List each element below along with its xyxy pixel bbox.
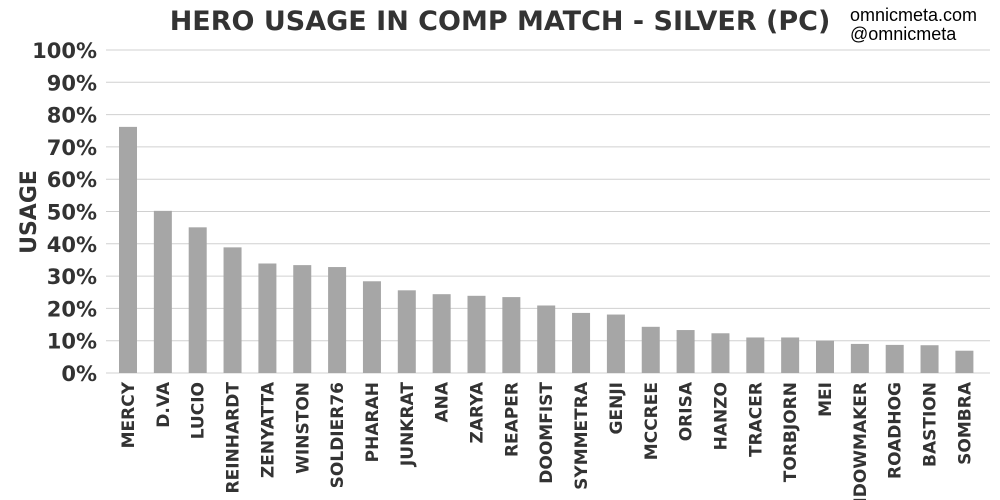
x-category-label: MCCREE [642, 382, 662, 460]
x-category-label: REINHARDT [224, 382, 244, 494]
x-category-label: MEI [816, 382, 836, 417]
x-category-label: ROADHOG [886, 382, 906, 479]
chart-title: HERO USAGE IN COMP MATCH - SILVER (PC) [170, 6, 831, 37]
x-category-label: TRACER [746, 382, 766, 457]
x-category-label: PHARAH [363, 382, 383, 462]
x-category-label: ANA [433, 381, 453, 422]
x-category-label: ZARYA [468, 381, 488, 443]
y-tick-label: 50% [47, 201, 97, 225]
x-category-label: BASTION [921, 382, 941, 467]
x-category-label: WIDOWMAKER [851, 382, 871, 500]
credit-site: omnicmeta.com [850, 5, 978, 25]
bar-tracer [746, 337, 765, 373]
x-category-label: ORISA [677, 381, 697, 441]
y-tick-label: 80% [47, 104, 97, 128]
y-tick-label: 90% [47, 71, 97, 95]
bar-pharah [362, 281, 381, 373]
bar-sombra [955, 350, 974, 373]
y-tick-label: 60% [47, 168, 97, 192]
credit-handle: @omnicmeta [850, 24, 957, 44]
x-category-label: GENJI [607, 382, 627, 434]
y-tick-label: 20% [47, 297, 97, 321]
y-tick-label: 100% [32, 39, 97, 63]
bar-lucio [188, 227, 207, 373]
x-category-label: SOMBRA [955, 381, 975, 465]
x-category-label: ZENYATTA [258, 381, 278, 478]
x-category-label: HANZO [711, 382, 731, 450]
bar-reinhardt [223, 247, 242, 373]
x-category-label: SOLDIER76 [328, 382, 348, 488]
y-axis-ticks: 0% 10% 20% 30% 40% 50% 60% 70% 80% 90% 100% [32, 39, 97, 386]
bar-doomfist [537, 305, 556, 373]
x-category-label: D.VA [154, 381, 174, 428]
bar-mercy [119, 126, 137, 374]
bar-genji [606, 314, 625, 373]
x-category-label: REAPER [502, 382, 522, 457]
bar-torbjorn [781, 337, 800, 373]
bar-widowmaker [850, 343, 869, 373]
bar-mei [816, 340, 834, 373]
y-tick-label: 0% [61, 362, 97, 386]
grid-lines [106, 49, 990, 374]
bar-zarya [467, 295, 486, 373]
bar-bastion [920, 345, 939, 373]
y-axis-label: USAGE [17, 170, 42, 254]
x-category-label: DOOMFIST [537, 382, 557, 484]
y-tick-label: 40% [47, 233, 97, 257]
x-category-label: JUNKRAT [398, 382, 418, 467]
bar-reaper [502, 297, 521, 373]
x-axis-categories: MERCY D.VA LUCIO REINHARDT ZENYATTA WINSTON SO… [119, 381, 975, 500]
bar-soldier76 [328, 267, 347, 373]
bar-hanzo [711, 333, 730, 373]
bar-orisa [676, 330, 695, 373]
x-category-label: TORBJORN [781, 382, 801, 482]
bars [119, 126, 974, 374]
bar-zenyatta [258, 263, 277, 373]
x-category-label: SYMMETRA [572, 381, 592, 490]
x-category-label: WINSTON [293, 382, 313, 474]
bar-junkrat [397, 290, 416, 373]
bar-ana [432, 294, 451, 373]
x-category-label: LUCIO [189, 382, 209, 439]
bar-d-va [153, 210, 172, 373]
bar-winston [293, 265, 312, 373]
y-tick-label: 10% [47, 330, 97, 354]
bar-roadhog [885, 344, 904, 373]
bar-symmetra [572, 312, 591, 373]
bar-mccree [641, 326, 660, 373]
y-tick-label: 30% [47, 265, 97, 289]
y-tick-label: 70% [47, 136, 97, 160]
x-category-label: MERCY [119, 381, 139, 448]
